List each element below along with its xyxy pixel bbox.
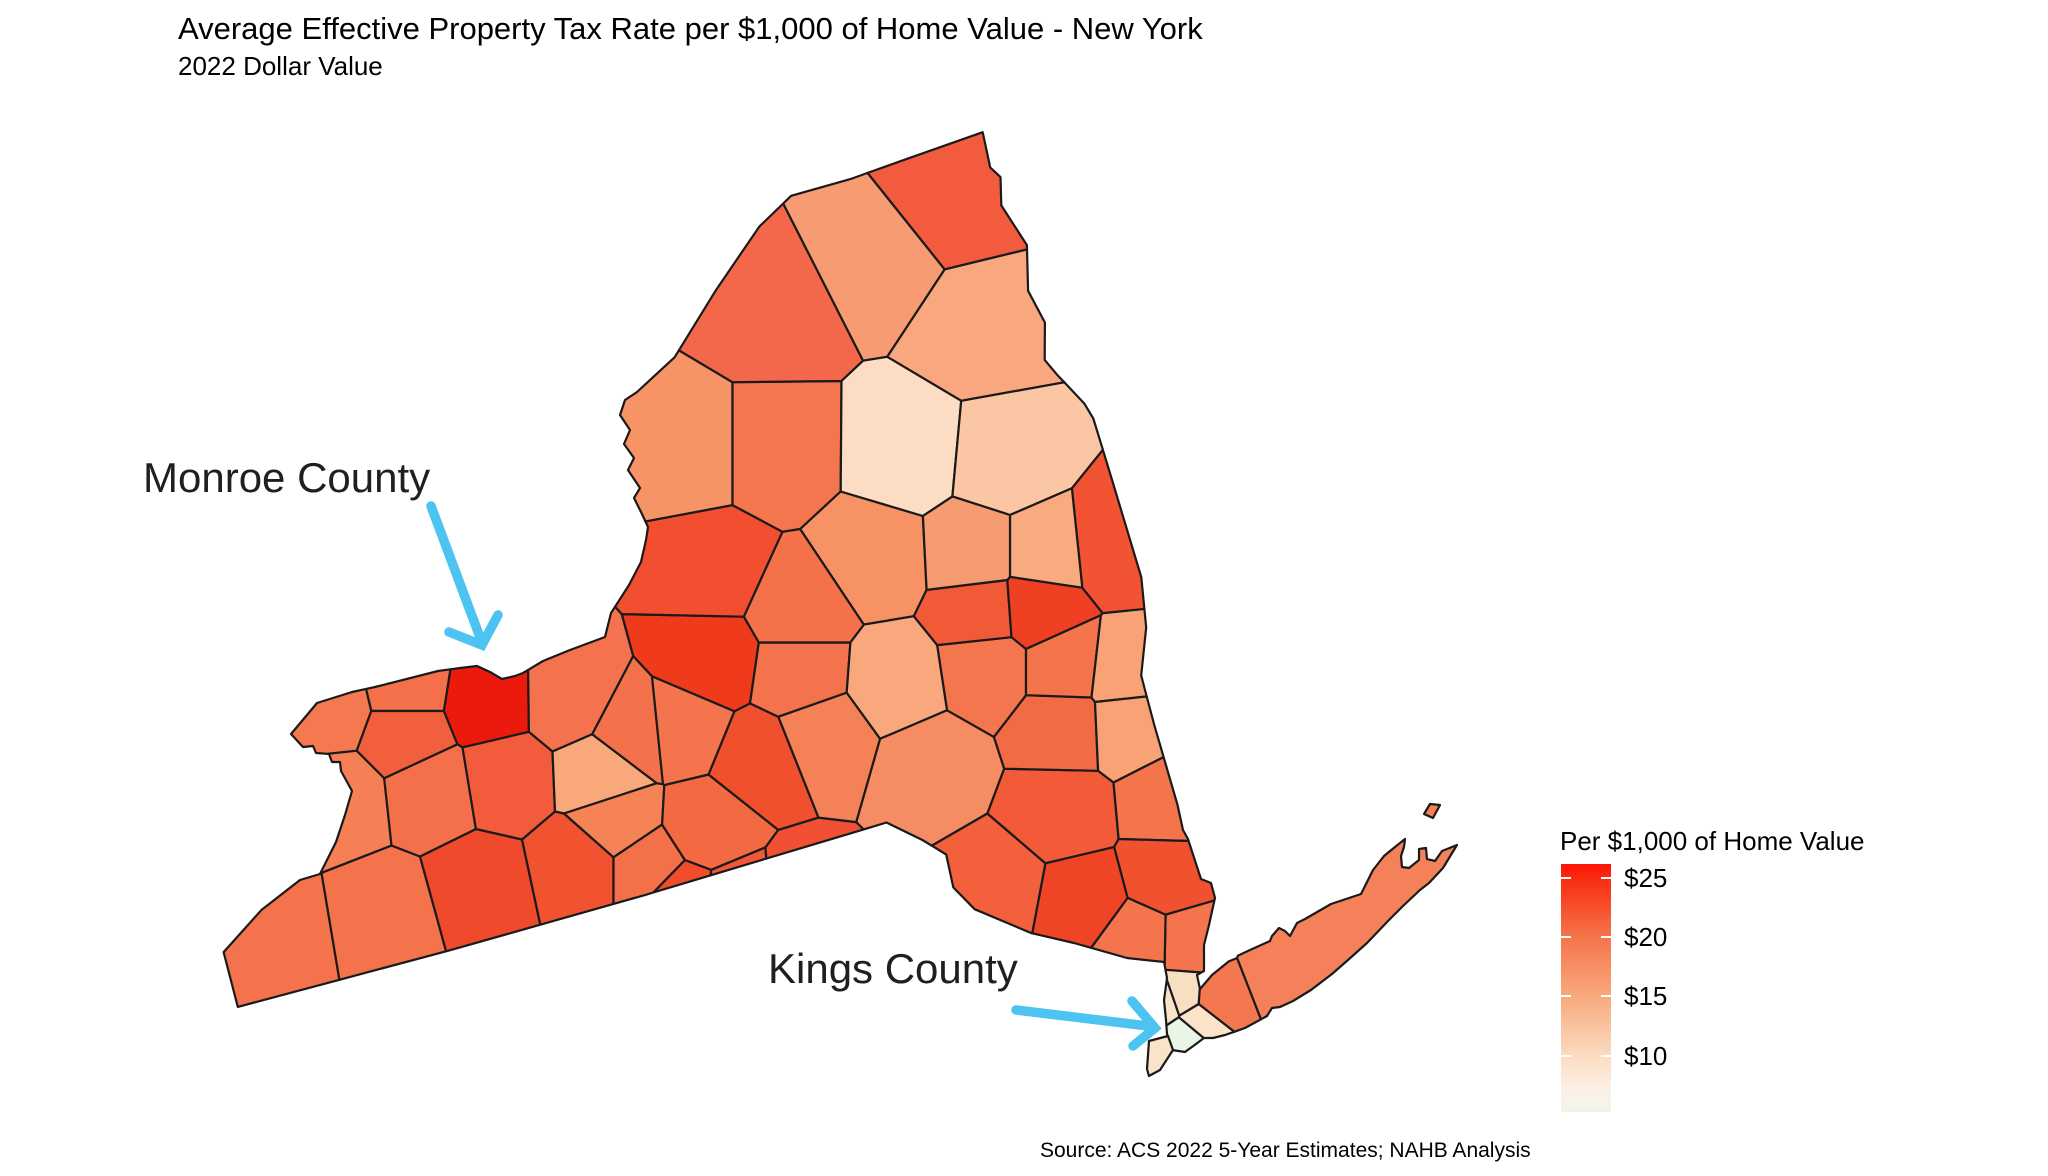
- svg-text:Per $1,000 of Home Value: Per $1,000 of Home Value: [1560, 826, 1864, 856]
- svg-text:Source: ACS 2022 5-Year Estima: Source: ACS 2022 5-Year Estimates; NAHB …: [1040, 1139, 1531, 1162]
- svg-text:2022 Dollar Value: 2022 Dollar Value: [178, 51, 383, 81]
- svg-text:$10: $10: [1624, 1041, 1667, 1071]
- svg-text:Monroe County: Monroe County: [143, 454, 430, 501]
- svg-text:Average Effective Property Tax: Average Effective Property Tax Rate per …: [178, 11, 1203, 46]
- svg-text:Kings County: Kings County: [768, 945, 1018, 992]
- svg-text:$15: $15: [1624, 981, 1667, 1011]
- svg-text:$25: $25: [1624, 863, 1667, 893]
- svg-text:$20: $20: [1624, 922, 1667, 952]
